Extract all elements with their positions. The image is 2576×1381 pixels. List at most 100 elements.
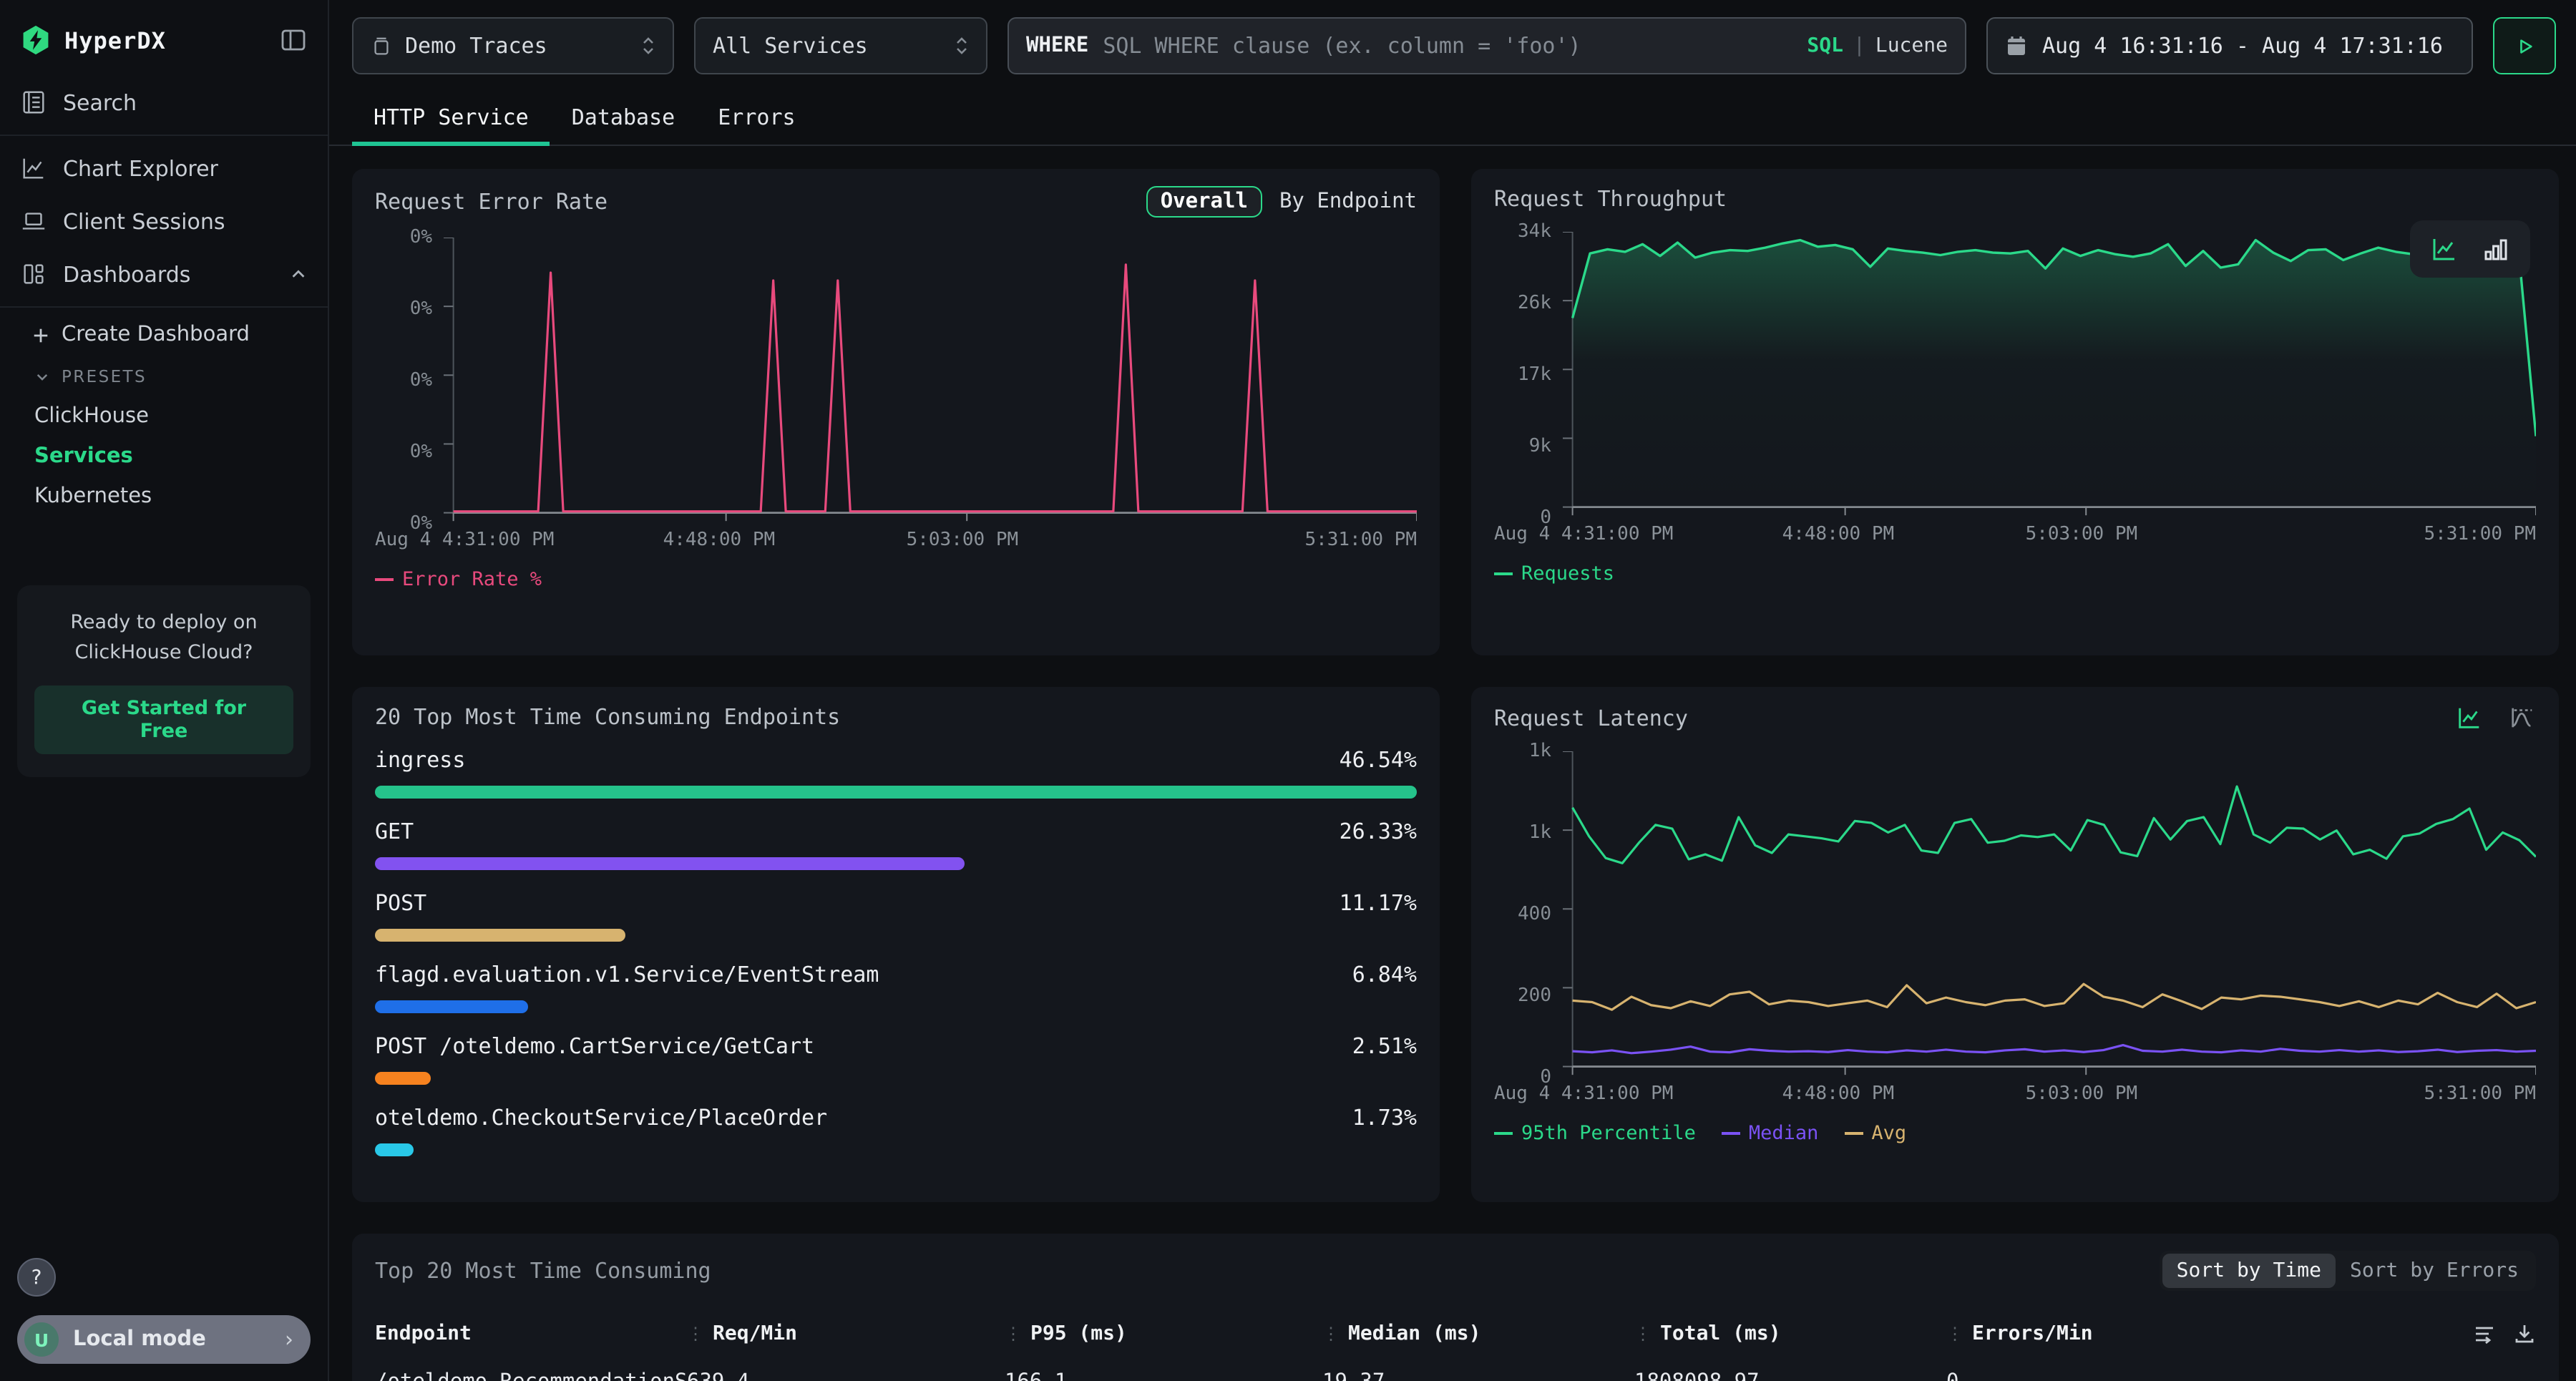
sidebar-preset-services[interactable]: Services: [34, 445, 133, 468]
sidebar-nav: Search Chart Explorer Client Sessions Da: [0, 76, 328, 517]
presets-section-toggle[interactable]: PRESETS: [0, 356, 328, 396]
panel-title: Top 20 Most Time Consuming: [375, 1258, 711, 1284]
service-select[interactable]: All Services: [694, 17, 987, 74]
chart-type-toolbar: [2410, 220, 2530, 278]
endpoint-row[interactable]: POST /oteldemo.CartService/GetCart 2.51%: [375, 1033, 1417, 1085]
error-rate-plot[interactable]: [444, 238, 1417, 524]
y-axis-labels: 34k 26k 17k 9k 0: [1518, 221, 1551, 529]
sidebar-collapse-icon[interactable]: [279, 26, 308, 54]
help-button[interactable]: ?: [17, 1258, 56, 1297]
app-title: HyperDX: [64, 26, 166, 54]
sidebar-preset-clickhouse[interactable]: ClickHouse: [34, 405, 149, 428]
query-language-toggle: SQL | Lucene: [1807, 34, 1948, 57]
promo-text: Ready to deploy on: [70, 611, 258, 634]
sidebar-item-search[interactable]: Search: [0, 76, 328, 129]
source-select[interactable]: Demo Traces: [352, 17, 674, 74]
legend-error-rate: Error Rate %: [375, 568, 542, 591]
sql-mode-button[interactable]: SQL: [1807, 34, 1843, 57]
column-header-total[interactable]: ⋮ Total (ms): [1634, 1322, 1781, 1345]
endpoint-bar: [375, 786, 1417, 799]
clickhouse-cloud-promo: Ready to deploy on ClickHouse Cloud? Get…: [17, 585, 311, 777]
legend-requests: Requests: [1494, 562, 1614, 585]
sort-by-errors-button[interactable]: Sort by Errors: [2349, 1259, 2519, 1282]
column-resize-handle[interactable]: ⋮: [1634, 1324, 1652, 1344]
database-icon: [374, 36, 389, 54]
user-mode-label: Local mode: [73, 1328, 206, 1351]
calendar-icon: [2008, 36, 2025, 55]
column-header-p95[interactable]: ⋮ P95 (ms): [1005, 1322, 1127, 1345]
column-header-median[interactable]: ⋮ Median (ms): [1322, 1322, 1481, 1345]
toggle-overall[interactable]: Overall: [1146, 186, 1262, 218]
mode-separator: |: [1853, 34, 1865, 57]
bar-chart-icon[interactable]: [2482, 235, 2510, 263]
sidebar-item-label: Chart Explorer: [63, 155, 218, 181]
run-query-button[interactable]: [2493, 17, 2556, 74]
promo-text: ClickHouse Cloud?: [74, 640, 253, 664]
logo-row: HyperDX: [0, 0, 328, 76]
panel-title: Request Throughput: [1494, 186, 1727, 212]
endpoint-row[interactable]: GET 26.33%: [375, 819, 1417, 870]
panel-top-endpoints: 20 Top Most Time Consuming Endpoints ing…: [352, 687, 1440, 1202]
laptop-icon: [22, 213, 45, 230]
endpoint-bar: [375, 929, 625, 942]
sidebar-item-client-sessions[interactable]: Client Sessions: [0, 195, 328, 248]
panel-request-error-rate: Request Error Rate Overall By Endpoint 0…: [352, 169, 1440, 655]
line-chart-icon[interactable]: [2430, 235, 2459, 263]
error-rate-svg: [444, 238, 1417, 524]
tab-database[interactable]: Database: [571, 104, 675, 130]
endpoint-bar: [375, 1072, 431, 1085]
legend: Requests: [1494, 562, 2536, 585]
latency-chart-type-toggle: [2456, 704, 2536, 731]
time-range-picker[interactable]: Aug 4 16:31:16 - Aug 4 17:31:16: [1986, 17, 2473, 74]
tab-errors[interactable]: Errors: [718, 104, 796, 130]
line-chart-icon[interactable]: [2456, 704, 2483, 731]
cell-endpoint: /oteldemo.RecommendationServ: [375, 1371, 687, 1381]
dashboard-tabs: HTTP Service Database Errors: [329, 92, 2576, 146]
column-resize-handle[interactable]: ⋮: [1946, 1324, 1963, 1344]
sidebar-item-label: Search: [63, 89, 137, 115]
column-header-req-min[interactable]: ⋮ Req/Min: [687, 1322, 798, 1345]
legend-median: Median: [1721, 1122, 1818, 1145]
column-header-errors-min[interactable]: ⋮ Errors/Min: [1946, 1322, 2536, 1345]
wrap-lines-icon[interactable]: [2473, 1322, 2496, 1345]
toggle-by-endpoint[interactable]: By Endpoint: [1279, 190, 1417, 213]
sidebar-item-dashboards[interactable]: Dashboards: [0, 248, 328, 301]
legend: Error Rate %: [375, 568, 1417, 591]
table-sort-toggle: Sort by Time Sort by Errors: [2159, 1251, 2536, 1291]
sort-by-time-button[interactable]: Sort by Time: [2162, 1254, 2336, 1288]
sidebar: HyperDX Search Chart Explorer: [0, 0, 329, 1381]
endpoint-row[interactable]: flagd.evaluation.v1.Service/EventStream 6…: [375, 962, 1417, 1013]
sidebar-preset-kubernetes[interactable]: Kubernetes: [34, 485, 152, 508]
endpoint-row[interactable]: oteldemo.CheckoutService/PlaceOrder 1.73%: [375, 1105, 1417, 1156]
column-resize-handle[interactable]: ⋮: [1322, 1324, 1340, 1344]
source-select-value: Demo Traces: [405, 33, 547, 59]
create-dashboard-button[interactable]: Create Dashboard: [0, 313, 328, 356]
user-menu[interactable]: U Local mode ›: [17, 1315, 311, 1364]
column-header-endpoint[interactable]: Endpoint: [375, 1322, 472, 1345]
cell-errors-min: 0: [1946, 1371, 2536, 1381]
download-icon[interactable]: [2513, 1322, 2536, 1345]
column-resize-handle[interactable]: ⋮: [687, 1324, 704, 1344]
panel-request-latency: Request Latency: [1471, 687, 2559, 1202]
get-started-button[interactable]: Get Started for Free: [34, 685, 293, 754]
column-resize-handle[interactable]: ⋮: [1005, 1324, 1022, 1344]
throughput-plot[interactable]: [1563, 220, 2536, 518]
endpoint-row[interactable]: POST 11.17%: [375, 890, 1417, 942]
time-range-value: Aug 4 16:31:16 - Aug 4 17:31:16: [2042, 33, 2443, 59]
table-row[interactable]: /oteldemo.RecommendationServ 639.4 166.1…: [375, 1371, 2536, 1381]
panel-top20-table: Top 20 Most Time Consuming Sort by Time …: [352, 1234, 2559, 1381]
search-input[interactable]: [1103, 33, 1793, 59]
dashboards-icon: [24, 264, 44, 284]
latency-chart: 1k 1k 400 200 0 Aug 4 4:31:00 PM 4:48:00…: [1494, 741, 2536, 1145]
latency-plot[interactable]: [1563, 751, 2536, 1078]
histogram-icon[interactable]: [2509, 704, 2536, 731]
endpoint-list: ingress 46.54% GET 26.33% POST 11.17% flagd…: [375, 747, 1417, 1165]
endpoint-row[interactable]: ingress 46.54%: [375, 747, 1417, 799]
y-axis-labels: 1k 1k 400 200 0: [1518, 741, 1551, 1088]
topbar: Demo Traces All Services WHERE SQL | Luc…: [329, 0, 2576, 89]
legend-swatch: [1494, 572, 1513, 575]
sidebar-item-chart-explorer[interactable]: Chart Explorer: [0, 142, 328, 195]
tab-http-service[interactable]: HTTP Service: [352, 92, 551, 146]
lucene-mode-button[interactable]: Lucene: [1875, 34, 1948, 57]
cell-total: 1808098.97: [1634, 1371, 1946, 1381]
